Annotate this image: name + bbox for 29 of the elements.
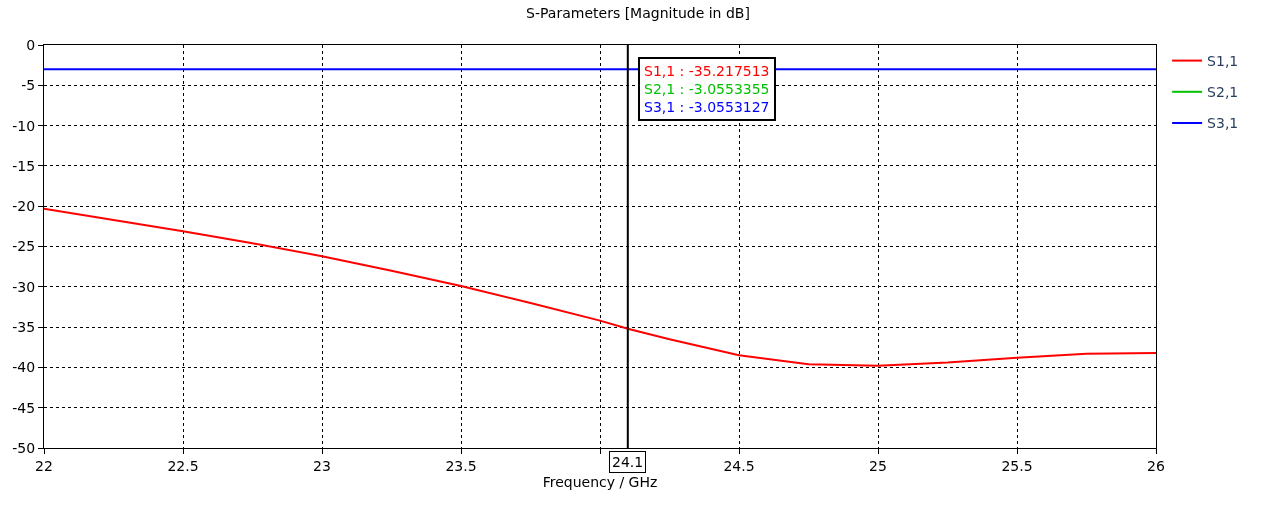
line-series	[44, 207, 1156, 367]
y-tick-label: -20	[12, 198, 36, 215]
y-tick-label: -15	[12, 157, 36, 174]
ref-line-label: 24.1	[612, 454, 644, 470]
annotation: S3,1 : -3.0553127	[644, 99, 770, 116]
y-tick-label: -35	[12, 319, 36, 335]
legend-label: S3,1	[1207, 115, 1239, 132]
legend-label: S2,1	[1207, 84, 1239, 101]
x-tick-label: 26	[1147, 457, 1165, 474]
x-tick-label: 25	[869, 457, 887, 474]
y-tick-label: -10	[12, 117, 36, 134]
y-tick-label: -45	[12, 399, 36, 416]
y-tick-label: -5	[21, 77, 36, 94]
y-tick-label: -25	[12, 238, 36, 255]
x-tick-label: 24.5	[723, 457, 755, 474]
y-tick-label: -40	[12, 359, 36, 376]
legend-label: S1,1	[1207, 53, 1239, 70]
x-tick-label: 23.5	[445, 457, 477, 474]
chart-title: S-Parameters [Magnitude in dB]	[526, 4, 750, 21]
x-tick-label: 25.5	[1001, 457, 1033, 474]
x-tick-label: 23	[313, 457, 331, 474]
y-tick-label: -50	[12, 439, 36, 456]
y-tick-label: -30	[12, 278, 36, 295]
x-axis-title: Frequency / GHz	[542, 474, 658, 491]
x-tick-label: 22.5	[167, 457, 199, 474]
x-tick-label: 22	[35, 457, 53, 474]
annotation: S2,1 : -3.0553355	[644, 81, 770, 98]
annotation: S1,1 : -35.217513	[644, 63, 770, 79]
y-tick-label: 0	[26, 36, 36, 53]
